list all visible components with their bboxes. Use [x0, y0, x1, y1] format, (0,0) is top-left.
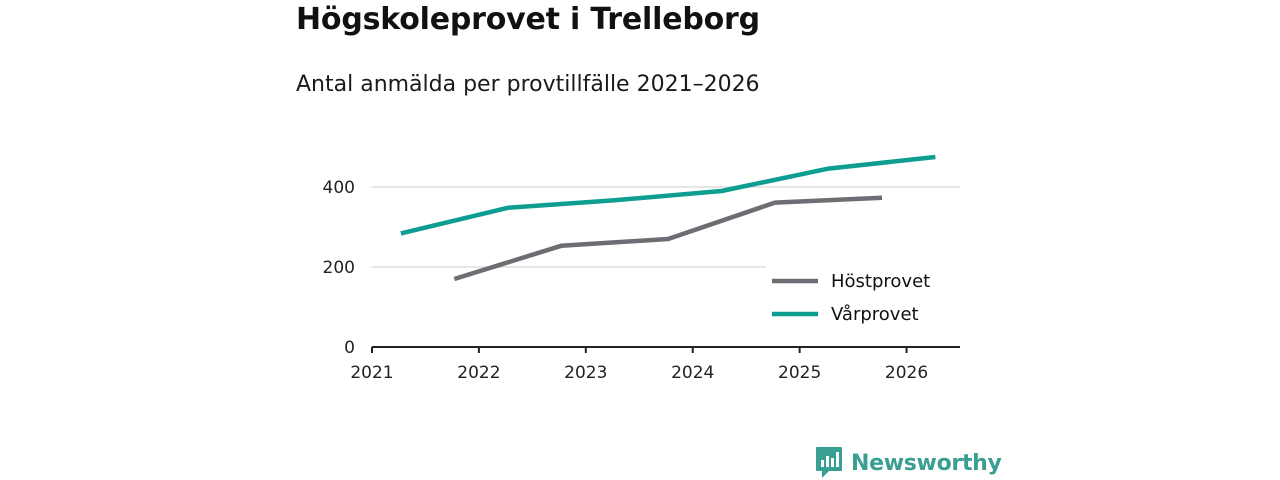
legend-background — [766, 266, 962, 334]
x-tick-label: 2025 — [778, 363, 821, 383]
brand-name: Newsworthy — [851, 450, 1002, 476]
legend-label: Höstprovet — [831, 271, 930, 292]
series-lines — [400, 154, 936, 282]
chart-title: Högskoleprovet i Trelleborg — [296, 2, 760, 37]
x-tick-label: 2022 — [457, 363, 500, 383]
legend-label: Vårprovet — [831, 304, 919, 325]
line-chart: 2021 2022 2023 2024 2025 2026 0 200 400 Höstpro… — [323, 154, 962, 383]
x-tick-label: 2021 — [350, 363, 393, 383]
y-tick-label: 0 — [344, 338, 355, 358]
x-tick-label: 2026 — [885, 363, 928, 383]
series-line-hostprovet — [453, 195, 883, 282]
legend: Höstprovet Vårprovet — [766, 266, 962, 334]
y-tick-label: 400 — [323, 178, 355, 198]
y-axis-ticks: 0 200 400 — [323, 178, 355, 358]
y-tick-label: 200 — [323, 258, 355, 278]
x-axis: 2021 2022 2023 2024 2025 2026 — [350, 346, 960, 383]
brand-logo: Newsworthy — [815, 446, 1002, 480]
chart-subtitle: Antal anmälda per provtillfälle 2021–202… — [296, 72, 760, 97]
x-tick-label: 2023 — [564, 363, 607, 383]
series-line-varprovet — [400, 154, 936, 236]
x-tick-label: 2024 — [671, 363, 714, 383]
newsworthy-logo-icon — [816, 447, 842, 478]
